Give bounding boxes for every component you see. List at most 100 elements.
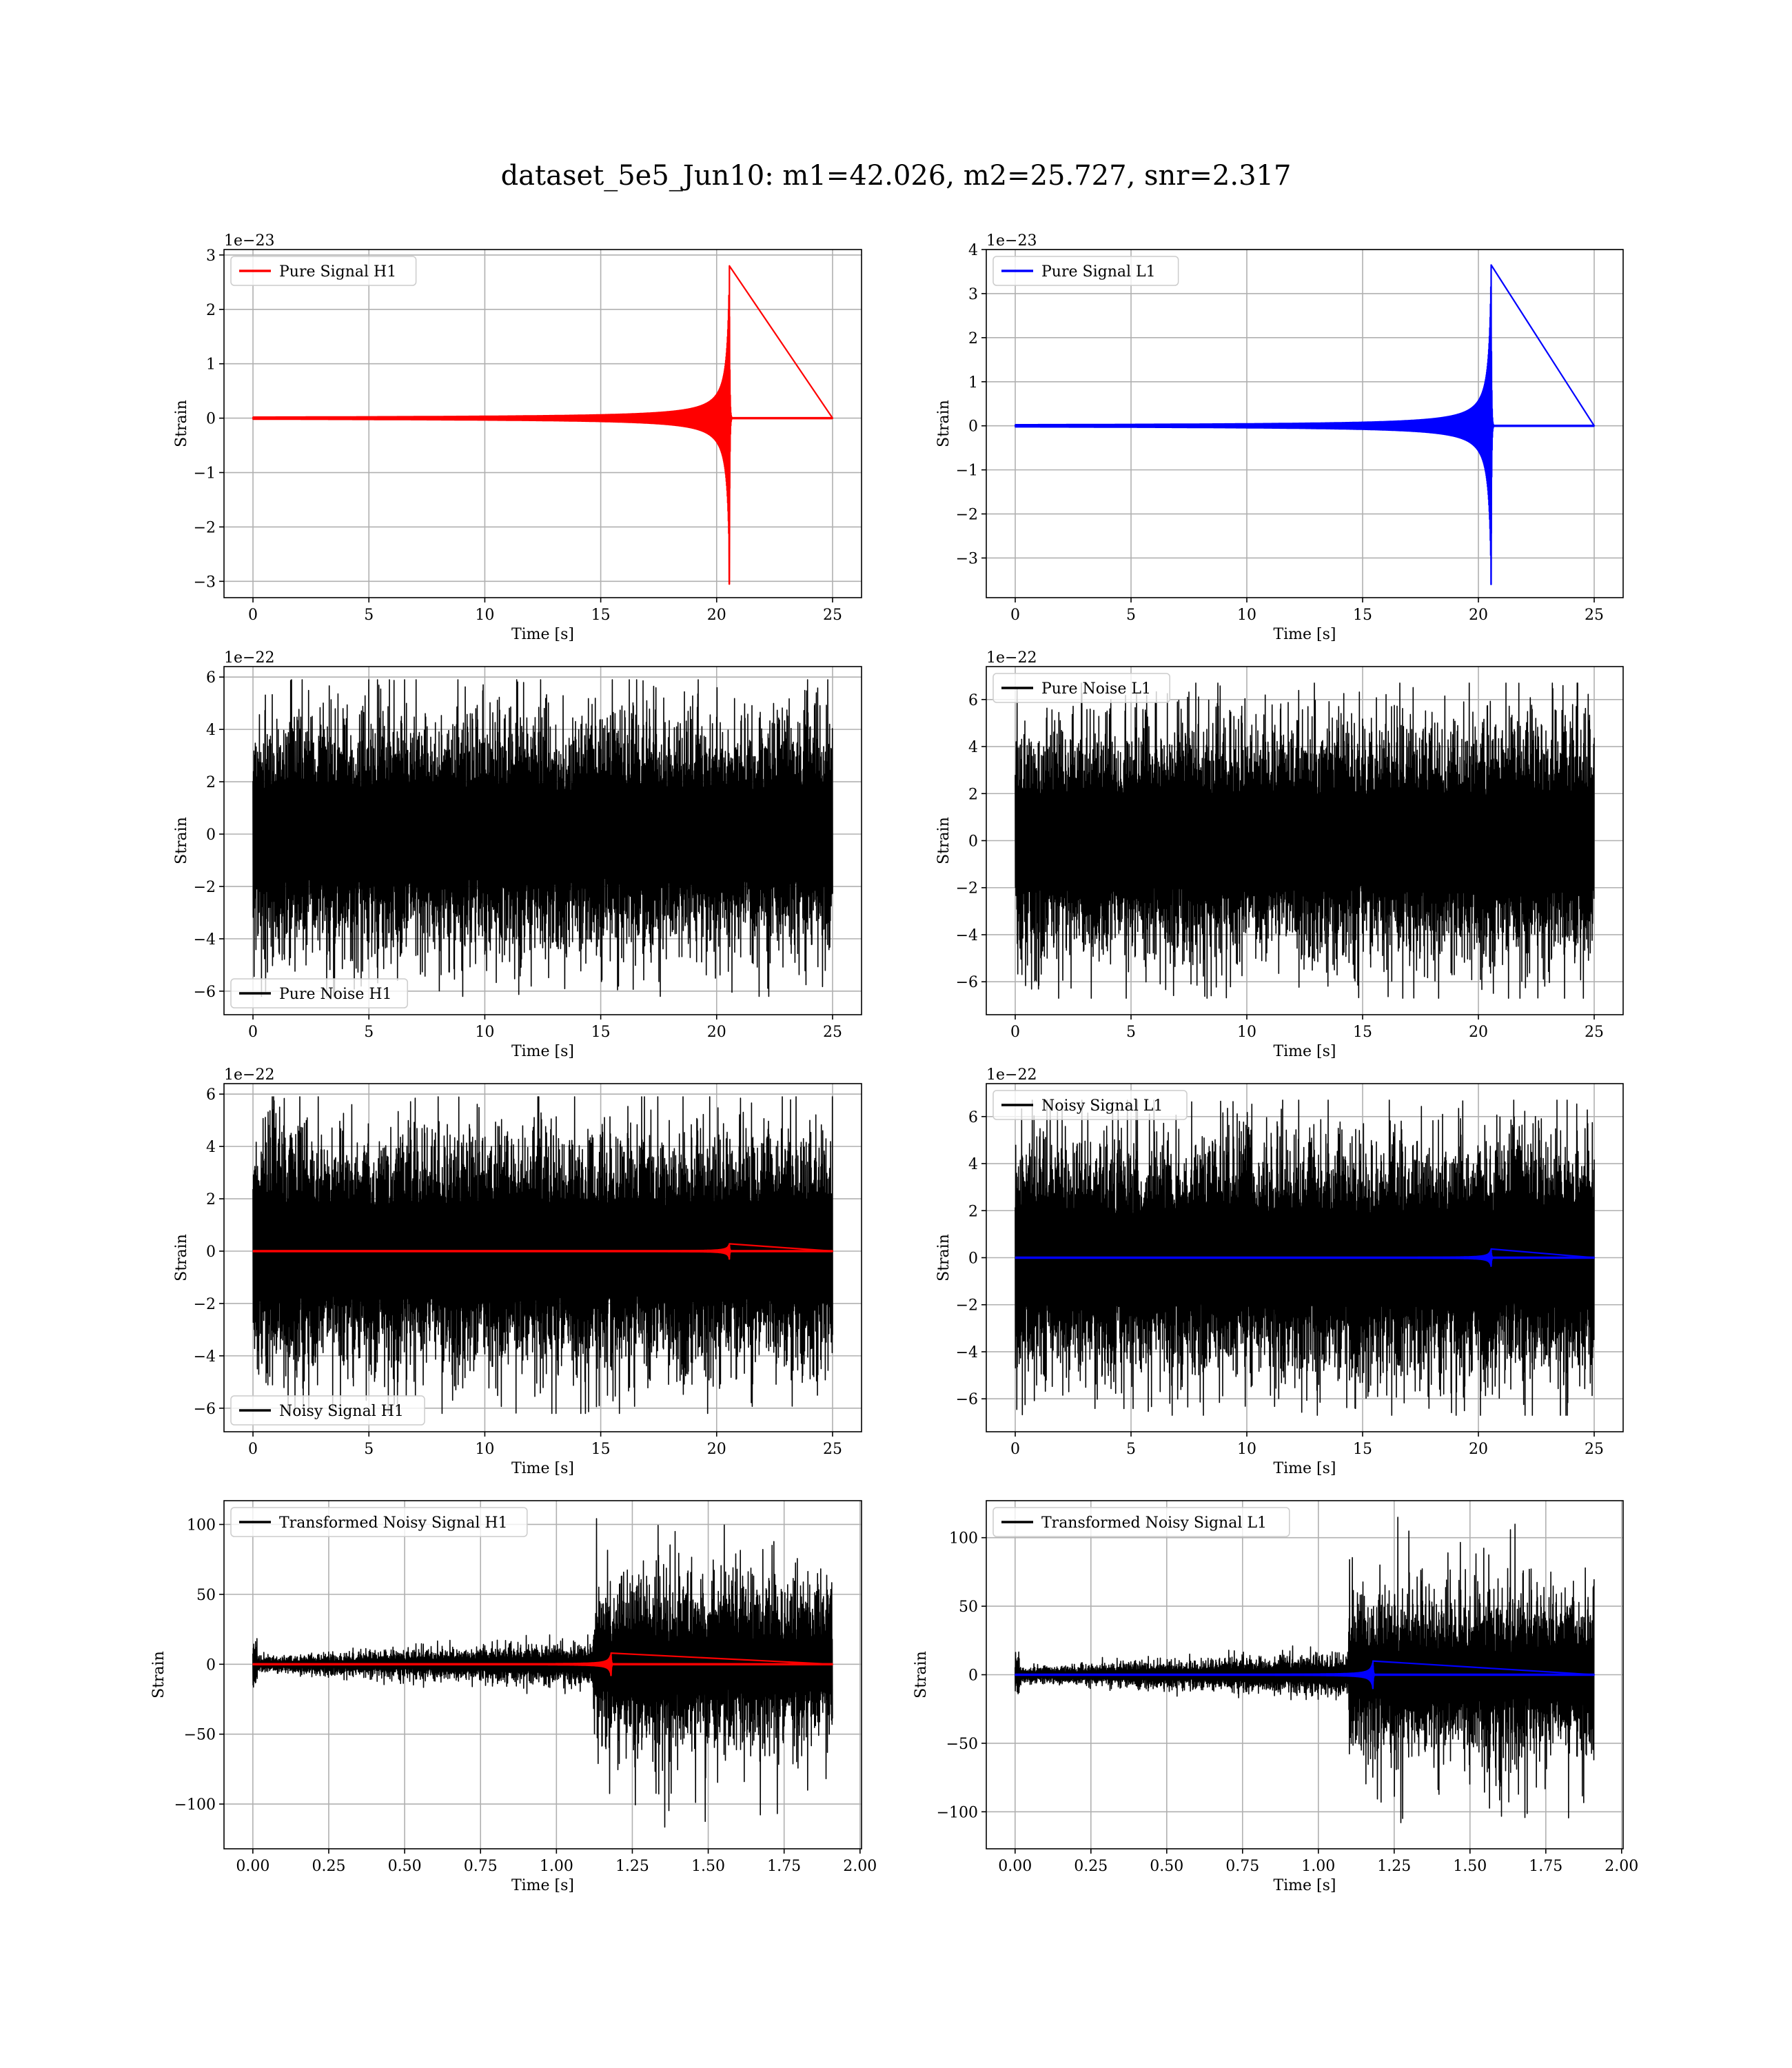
y-tick-label: −100 xyxy=(174,1796,216,1814)
y-tick-label: −3 xyxy=(956,550,978,567)
y-tick-label: 2 xyxy=(206,774,216,791)
y-tick-label: 0 xyxy=(968,833,978,851)
x-axis-label: Time [s] xyxy=(511,1460,574,1477)
y-tick-label: 0 xyxy=(968,1667,978,1685)
x-tick-label: 25 xyxy=(823,1441,842,1458)
offset-text: 1e−22 xyxy=(986,649,1037,667)
y-axis-label: Strain xyxy=(935,817,953,864)
legend-box xyxy=(992,256,1179,286)
x-tick-label: 1.50 xyxy=(1453,1858,1487,1875)
x-tick-label: 0.00 xyxy=(236,1858,269,1875)
x-axis-label: Time [s] xyxy=(511,1877,574,1894)
axes-frame xyxy=(223,249,862,598)
legend: Noisy Signal H1 xyxy=(230,1395,425,1426)
y-tick-label: 2 xyxy=(206,302,216,319)
figure-title: dataset_5e5_Jun10: m1=42.026, m2=25.727,… xyxy=(501,160,1292,192)
x-tick-label: 0.25 xyxy=(312,1858,345,1875)
y-tick-label: 2 xyxy=(968,786,978,803)
x-axis-label: Time [s] xyxy=(1273,626,1336,643)
axes-frame xyxy=(986,249,1624,598)
axes-frame xyxy=(223,1083,862,1432)
x-tick-label: 10 xyxy=(1237,607,1256,624)
offset-text: 1e−23 xyxy=(986,232,1037,250)
y-tick-label: −2 xyxy=(194,879,216,896)
y-tick-label: 2 xyxy=(968,1203,978,1220)
y-tick-label: −6 xyxy=(956,1391,978,1408)
subplot-8: 0.00 0.25 0.50 0.75 1.00 1.25 1.50 1.75 2.00 −100… xyxy=(913,1500,1638,1894)
y-tick-label: −4 xyxy=(194,931,216,949)
x-tick-label: 0 xyxy=(248,1441,258,1458)
x-tick-label: 0.50 xyxy=(388,1858,422,1875)
subplot-6: 0 5 10 15 20 25 −6 −4 −2 0 2 4 6 Time [s] Strain 1e−22N… xyxy=(935,1066,1624,1477)
y-tick-label: 4 xyxy=(968,242,978,259)
x-tick-label: 15 xyxy=(1353,1024,1372,1041)
y-tick-label: 0 xyxy=(968,418,978,436)
y-tick-label: 2 xyxy=(206,1191,216,1208)
x-tick-label: 20 xyxy=(707,1441,726,1458)
subplot-2: 0 5 10 15 20 25 −3 −2 −1 0 1 2 3 4 Time [s] Strain 1e−23… xyxy=(935,232,1624,643)
y-tick-label: −4 xyxy=(956,1344,978,1361)
y-tick-label: 0 xyxy=(206,1244,216,1261)
legend-label: Pure Signal H1 xyxy=(279,263,396,281)
series-noise xyxy=(252,679,833,997)
x-tick-label: 25 xyxy=(1585,1441,1604,1458)
x-tick-label: 15 xyxy=(1353,1441,1372,1458)
y-tick-label: 6 xyxy=(968,1109,978,1126)
y-tick-label: 50 xyxy=(959,1599,978,1616)
plot-area xyxy=(1015,1099,1596,1416)
x-tick-label: 1.75 xyxy=(767,1858,801,1875)
legend-box xyxy=(230,1395,425,1426)
legend: Transformed Noisy Signal L1 xyxy=(992,1507,1290,1537)
x-tick-label: 15 xyxy=(591,1024,611,1041)
y-axis-label: Strain xyxy=(173,1234,190,1281)
y-tick-label: 1 xyxy=(206,356,216,374)
y-tick-label: −2 xyxy=(956,1297,978,1315)
x-tick-label: 5 xyxy=(1126,1024,1136,1041)
x-tick-label: 0.25 xyxy=(1074,1858,1108,1875)
y-tick-label: 2 xyxy=(968,330,978,347)
plot-area xyxy=(252,1096,834,1415)
y-tick-label: 4 xyxy=(968,1156,978,1173)
y-tick-label: 3 xyxy=(206,247,216,265)
x-tick-label: 0.00 xyxy=(998,1858,1032,1875)
x-axis-label: Time [s] xyxy=(511,1043,574,1060)
x-tick-label: 20 xyxy=(1469,1024,1488,1041)
series-noise xyxy=(1015,682,1595,999)
series-noise xyxy=(1015,1099,1595,1416)
legend-box xyxy=(230,1507,528,1537)
y-axis-label: Strain xyxy=(935,1234,953,1281)
y-tick-label: 6 xyxy=(206,1086,216,1104)
legend: Pure Noise H1 xyxy=(230,978,408,1008)
x-tick-label: 15 xyxy=(1353,607,1372,624)
offset-text: 1e−22 xyxy=(986,1066,1037,1084)
y-tick-label: 0 xyxy=(206,1656,216,1674)
x-tick-label: 0.50 xyxy=(1150,1858,1183,1875)
plot-area xyxy=(1014,264,1596,585)
legend-label: Transformed Noisy Signal L1 xyxy=(1041,1514,1267,1532)
series-transformed xyxy=(252,1518,833,1828)
y-axis-label: Strain xyxy=(913,1651,930,1699)
x-tick-label: 15 xyxy=(591,1441,611,1458)
y-tick-label: 3 xyxy=(968,286,978,303)
x-tick-label: 10 xyxy=(1237,1441,1256,1458)
legend: Pure Noise L1 xyxy=(992,673,1170,703)
y-axis-label: Strain xyxy=(173,817,190,864)
y-tick-label: −4 xyxy=(194,1348,216,1366)
legend-box xyxy=(230,978,408,1008)
y-tick-label: −1 xyxy=(956,463,978,480)
grid xyxy=(986,249,1623,598)
x-tick-label: 1.75 xyxy=(1529,1858,1562,1875)
legend-box xyxy=(992,1507,1290,1537)
x-tick-label: 20 xyxy=(707,1024,726,1041)
plot-area xyxy=(1015,682,1595,999)
legend-label: Noisy Signal L1 xyxy=(1041,1097,1163,1115)
plot-area xyxy=(252,1518,833,1828)
x-tick-label: 5 xyxy=(1126,1441,1136,1458)
legend-box xyxy=(230,256,417,286)
axes-frame xyxy=(223,666,862,1015)
x-axis-label: Time [s] xyxy=(1273,1043,1336,1060)
x-tick-label: 20 xyxy=(1469,1441,1488,1458)
y-tick-label: −3 xyxy=(194,574,216,591)
x-tick-label: 5 xyxy=(364,1024,374,1041)
y-tick-label: −2 xyxy=(194,1296,216,1313)
